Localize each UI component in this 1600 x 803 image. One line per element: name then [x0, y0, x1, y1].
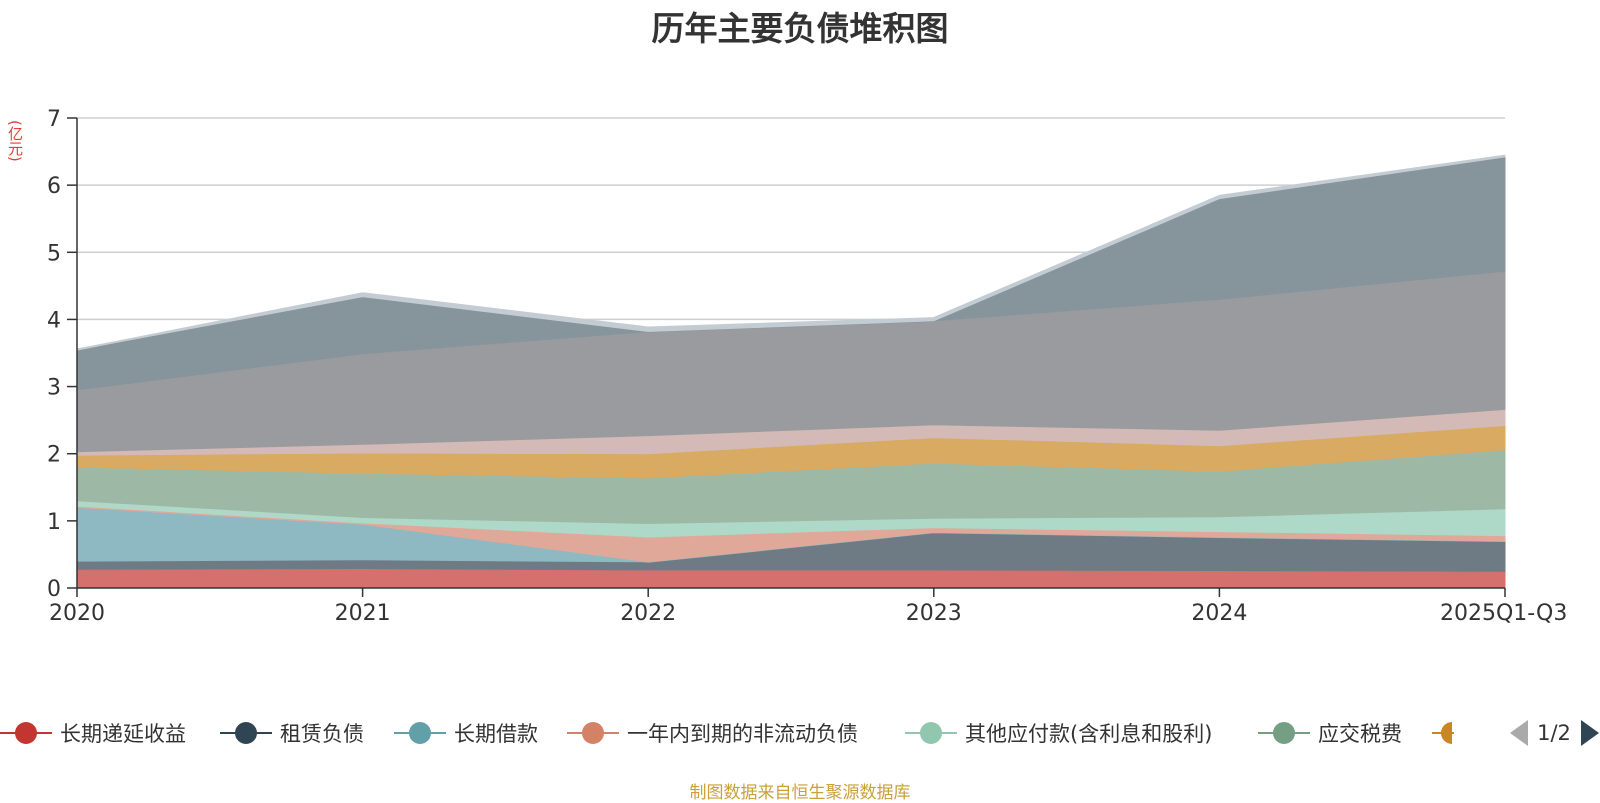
legend-label: 租赁负债: [280, 722, 364, 746]
x-tick-label: 2022: [620, 601, 676, 626]
x-tick-label: 2023: [906, 601, 962, 626]
y-tick-label: 2: [47, 443, 61, 468]
legend-label: 其他应付款(含利息和股利): [965, 722, 1213, 746]
legend-item[interactable]: 长期借款: [394, 716, 538, 750]
x-tick-label: 2025Q1-Q3: [1440, 601, 1567, 626]
legend-marker-icon: [567, 722, 619, 744]
legend-item[interactable]: 一年内到期的非流动负债: [567, 716, 858, 750]
legend: 长期递延收益 租赁负债 长期借款 一年内到期的非流动负债 其他应付款(含利息和股利) 应交…: [0, 716, 1600, 750]
x-tick-label: 2021: [335, 601, 391, 626]
x-tick-label: 2020: [49, 601, 105, 626]
legend-item[interactable]: 租赁负债: [220, 716, 364, 750]
stacked-area-chart: 0 1 2 3 4 5 6 7 2020 2021 2022 2023 2024 2025Q1-Q3: [47, 107, 1567, 626]
legend-page-indicator: 1/2: [1537, 721, 1571, 745]
legend-label: 长期递延收益: [60, 722, 186, 746]
chart-title: 历年主要负债堆积图: [651, 9, 949, 48]
legend-item[interactable]: 长期递延收益: [0, 716, 186, 750]
y-tick-label: 1: [47, 510, 61, 535]
legend-pager: 1/2: [1508, 716, 1600, 750]
legend-item[interactable]: 应交税费: [1258, 716, 1402, 750]
legend-item[interactable]: 其他应付款(含利息和股利): [905, 716, 1212, 750]
legend-marker-icon: [1258, 722, 1310, 744]
y-tick-label: 5: [47, 241, 61, 266]
y-tick-label: 4: [47, 308, 61, 333]
x-tick-label: 2024: [1191, 601, 1247, 626]
legend-marker-icon: [394, 722, 446, 744]
y-axis-unit-label: (亿元): [6, 120, 24, 162]
legend-marker-icon: [0, 722, 52, 744]
area-series: [76, 154, 1506, 589]
y-tick-label: 0: [47, 577, 61, 602]
legend-label: 一年内到期的非流动负债: [627, 722, 858, 746]
y-tick-label: 3: [47, 376, 61, 401]
legend-label: 长期借款: [454, 722, 538, 746]
legend-marker-icon: [1432, 722, 1454, 744]
data-source-note: 制图数据来自恒生聚源数据库: [689, 783, 911, 803]
legend-marker-icon: [220, 722, 272, 744]
legend-item-truncated: [1432, 716, 1454, 750]
legend-prev-icon[interactable]: [1508, 718, 1529, 748]
legend-next-icon[interactable]: [1579, 718, 1600, 748]
y-tick-label: 7: [47, 107, 61, 132]
y-tick-label: 6: [47, 174, 61, 199]
legend-marker-icon: [905, 722, 957, 744]
legend-label: 应交税费: [1318, 722, 1402, 746]
area-series-line-10: [76, 154, 1506, 351]
axes: 0 1 2 3 4 5 6 7 2020 2021 2022 2023 2024 2025Q1-Q3: [47, 107, 1567, 626]
